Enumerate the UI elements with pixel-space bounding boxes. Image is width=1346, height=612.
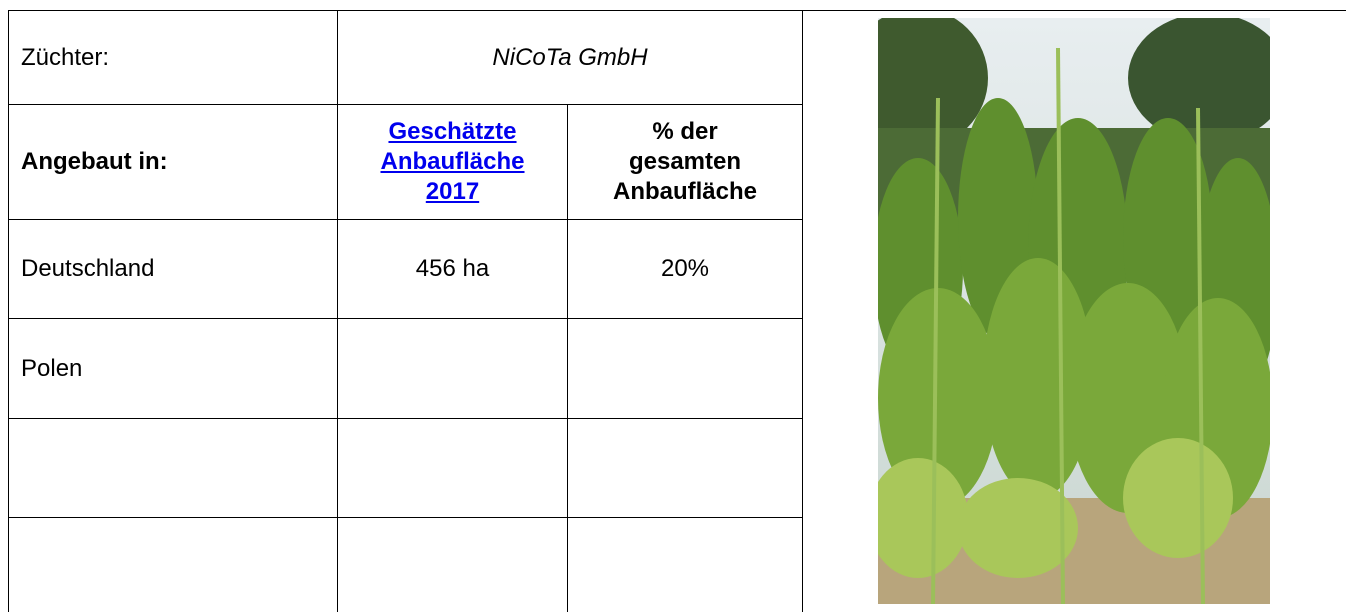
border (802, 10, 803, 612)
page: Züchter: NiCoTa GmbH Angebaut in: Geschä… (0, 0, 1346, 612)
breeder: NiCoTa GmbH (338, 11, 802, 104)
breeder-label: Züchter: (9, 11, 337, 104)
country: Polen (9, 319, 337, 418)
tobacco-photo (878, 18, 1270, 604)
header-share: % der gesamten Anbaufläche (605, 117, 765, 207)
border (8, 418, 802, 419)
header-area-cell: Geschätzte Anbaufläche 2017 (338, 105, 567, 219)
country: Deutschland (9, 220, 337, 318)
share: 20% (568, 220, 802, 318)
header-country: Angebaut in: (9, 105, 337, 219)
border (8, 517, 802, 518)
header-share-cell: % der gesamten Anbaufläche (568, 105, 802, 219)
area: 456 ha (338, 220, 567, 318)
header-area-link[interactable]: Geschätzte Anbaufläche 2017 (368, 117, 538, 207)
